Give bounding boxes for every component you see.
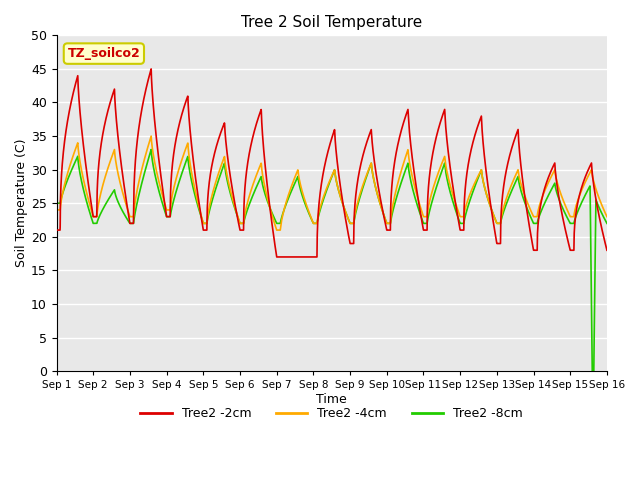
Line: Tree2 -2cm: Tree2 -2cm — [56, 69, 607, 257]
Tree2 -4cm — [52, 207, 60, 213]
Tree2 -8cm — [551, 180, 559, 186]
Tree2 -8cm — [147, 146, 155, 152]
Line: Tree2 -8cm: Tree2 -8cm — [56, 149, 607, 371]
Tree2 -8cm — [603, 220, 611, 226]
Title: Tree 2 Soil Temperature: Tree 2 Soil Temperature — [241, 15, 422, 30]
Y-axis label: Soil Temperature (C): Soil Temperature (C) — [15, 139, 28, 267]
Tree2 -2cm — [396, 135, 403, 141]
Tree2 -8cm — [396, 186, 403, 192]
Tree2 -2cm — [603, 247, 611, 252]
Tree2 -8cm — [52, 200, 60, 206]
Tree2 -4cm — [396, 175, 403, 181]
Tree2 -2cm — [52, 227, 60, 233]
Tree2 -2cm — [207, 171, 214, 177]
Tree2 -4cm — [551, 168, 559, 174]
Tree2 -4cm — [273, 227, 280, 233]
Tree2 -8cm — [207, 204, 214, 210]
Tree2 -4cm — [603, 214, 611, 219]
X-axis label: Time: Time — [316, 393, 347, 406]
Tree2 -4cm — [171, 182, 179, 188]
Tree2 -4cm — [147, 133, 155, 139]
Tree2 -8cm — [386, 220, 394, 226]
Tree2 -8cm — [603, 220, 611, 226]
Line: Tree2 -4cm: Tree2 -4cm — [56, 136, 607, 230]
Tree2 -4cm — [603, 214, 611, 219]
Tree2 -2cm — [171, 145, 179, 151]
Tree2 -2cm — [147, 66, 155, 72]
Tree2 -2cm — [551, 163, 559, 168]
Tree2 -2cm — [386, 227, 394, 233]
Tree2 -8cm — [588, 368, 596, 374]
Tree2 -2cm — [273, 254, 280, 260]
Legend: Tree2 -2cm, Tree2 -4cm, Tree2 -8cm: Tree2 -2cm, Tree2 -4cm, Tree2 -8cm — [135, 402, 528, 425]
Tree2 -4cm — [386, 220, 394, 226]
Tree2 -4cm — [207, 199, 214, 205]
Tree2 -8cm — [171, 194, 179, 200]
Tree2 -2cm — [603, 247, 611, 253]
Text: TZ_soilco2: TZ_soilco2 — [67, 47, 140, 60]
